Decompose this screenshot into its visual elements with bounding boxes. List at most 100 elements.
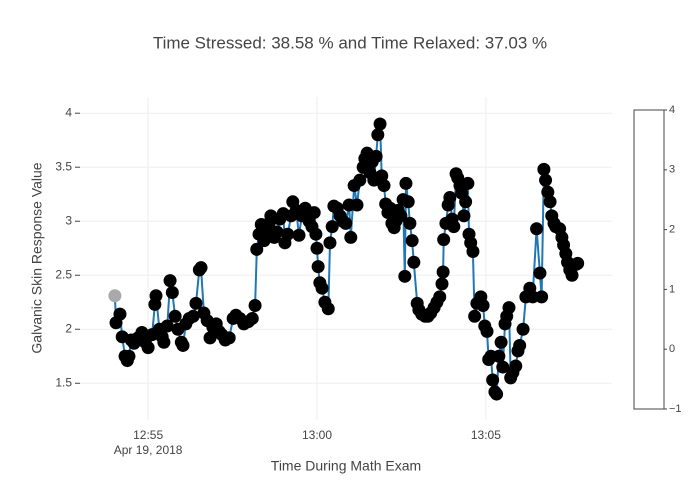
y-tick-label: 2	[65, 321, 72, 335]
marker	[530, 222, 544, 236]
marker	[571, 256, 585, 270]
colorbar-tick-label: 2	[669, 224, 675, 236]
marker	[516, 322, 530, 336]
x-tick-label: 13:05	[471, 428, 501, 442]
marker	[537, 162, 551, 176]
marker	[407, 255, 421, 269]
marker	[168, 309, 182, 323]
marker	[539, 173, 553, 187]
marker	[250, 242, 264, 256]
colorbar	[633, 109, 665, 410]
marker	[157, 335, 171, 349]
marker	[435, 277, 449, 291]
marker	[186, 309, 200, 323]
marker	[194, 261, 208, 275]
marker	[490, 387, 504, 401]
marker	[307, 206, 321, 220]
y-axis-label: Galvanic Skin Response Value	[29, 162, 45, 353]
marker	[476, 298, 490, 312]
marker	[315, 281, 329, 295]
marker	[398, 269, 412, 283]
marker	[496, 360, 510, 374]
y-tick-label: 3	[65, 213, 72, 227]
marker	[350, 198, 364, 212]
marker	[310, 241, 324, 255]
marker	[165, 286, 179, 300]
marker	[176, 338, 190, 352]
marker	[377, 179, 391, 193]
marker	[459, 195, 473, 209]
marker	[371, 128, 385, 142]
marker	[443, 190, 457, 204]
x-axis-label: Time During Math Exam	[271, 458, 421, 474]
marker	[513, 338, 527, 352]
marker	[222, 331, 236, 345]
marker	[394, 209, 408, 223]
x-tick-label: 12:55	[133, 428, 163, 442]
colorbar-tick-label: 3	[669, 164, 675, 176]
x-tick-label: 13:00	[302, 428, 332, 442]
line	[113, 123, 579, 397]
marker	[353, 173, 367, 187]
marker	[369, 149, 383, 163]
marker	[405, 234, 419, 248]
marker	[339, 216, 353, 230]
marker	[321, 302, 335, 316]
y-tick-label: 4	[65, 105, 72, 119]
marker	[403, 216, 417, 230]
marker	[480, 324, 494, 338]
marker	[401, 195, 415, 209]
marker	[492, 349, 506, 363]
marker	[447, 220, 461, 234]
marker	[543, 195, 557, 209]
marker	[203, 331, 217, 345]
marker	[141, 341, 155, 355]
chart-title: Time Stressed: 38.58 % and Time Relaxed:…	[153, 33, 547, 52]
marker	[502, 301, 516, 315]
marker	[433, 290, 447, 304]
marker	[461, 176, 475, 190]
marker	[113, 307, 127, 321]
colorbar-tick-label: 1	[669, 283, 675, 295]
marker	[108, 289, 122, 303]
marker	[292, 228, 306, 242]
marker	[399, 176, 413, 190]
marker	[189, 296, 203, 310]
y-tick-label: 3.5	[55, 159, 72, 173]
colorbar-tick-label: 4	[669, 104, 675, 116]
marker	[248, 298, 262, 312]
marker	[373, 117, 387, 131]
colorbar-tick-label: −1	[669, 403, 682, 415]
marker	[311, 260, 325, 274]
marker	[437, 233, 451, 247]
y-tick-label: 1.5	[55, 375, 72, 389]
marker	[245, 311, 259, 325]
marker	[457, 209, 471, 223]
marker	[494, 335, 508, 349]
marker	[323, 236, 337, 250]
marker	[541, 185, 555, 199]
marker	[149, 289, 163, 303]
marker	[509, 359, 523, 373]
marker	[535, 290, 549, 304]
marker	[486, 373, 500, 387]
colorbar-tick-label: 0	[669, 343, 675, 355]
x-date-label: Apr 19, 2018	[114, 443, 183, 457]
marker	[436, 265, 450, 279]
marker	[533, 266, 547, 280]
marker	[468, 309, 482, 323]
marker	[281, 227, 295, 241]
marker	[526, 290, 540, 304]
marker	[122, 349, 136, 363]
y-tick-label: 2.5	[55, 267, 72, 281]
marker	[309, 227, 323, 241]
marker	[163, 274, 177, 288]
marker	[325, 220, 339, 234]
marker	[344, 230, 358, 244]
marker	[270, 225, 284, 239]
marker	[466, 244, 480, 258]
marker	[565, 268, 579, 282]
marker	[375, 169, 389, 183]
marker	[160, 319, 174, 333]
